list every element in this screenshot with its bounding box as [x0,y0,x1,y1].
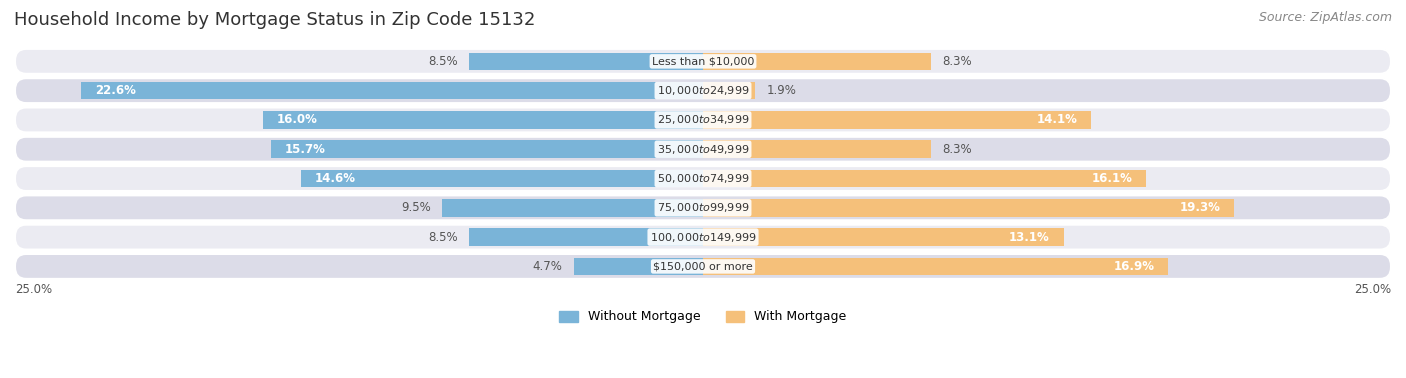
Text: Less than $10,000: Less than $10,000 [652,56,754,67]
Bar [703,111,1091,129]
Bar [703,258,1168,275]
Bar [703,141,931,158]
Bar [703,199,1234,217]
Text: 16.0%: 16.0% [277,113,318,127]
FancyBboxPatch shape [15,107,1391,132]
Text: 8.5%: 8.5% [429,55,458,68]
Text: $75,000 to $99,999: $75,000 to $99,999 [657,201,749,214]
Text: 14.6%: 14.6% [315,172,356,185]
Text: Household Income by Mortgage Status in Zip Code 15132: Household Income by Mortgage Status in Z… [14,11,536,29]
FancyBboxPatch shape [15,195,1391,220]
Text: 16.9%: 16.9% [1114,260,1154,273]
Text: 14.1%: 14.1% [1036,113,1077,127]
Bar [574,258,703,275]
Text: 22.6%: 22.6% [94,84,136,97]
Text: 19.3%: 19.3% [1180,201,1220,214]
Text: 8.5%: 8.5% [429,231,458,244]
Text: 25.0%: 25.0% [15,282,52,296]
FancyBboxPatch shape [15,137,1391,162]
Text: 4.7%: 4.7% [533,260,562,273]
Bar [470,228,703,246]
Bar [263,111,703,129]
Text: Source: ZipAtlas.com: Source: ZipAtlas.com [1258,11,1392,24]
Text: 1.9%: 1.9% [766,84,796,97]
Bar [703,82,755,99]
Text: $100,000 to $149,999: $100,000 to $149,999 [650,231,756,244]
Bar [271,141,703,158]
FancyBboxPatch shape [15,254,1391,279]
Bar [441,199,703,217]
Text: 15.7%: 15.7% [284,143,326,156]
Legend: Without Mortgage, With Mortgage: Without Mortgage, With Mortgage [554,305,852,328]
FancyBboxPatch shape [15,49,1391,74]
Text: 8.3%: 8.3% [942,55,972,68]
Text: 13.1%: 13.1% [1010,231,1050,244]
Bar [703,228,1063,246]
Text: $35,000 to $49,999: $35,000 to $49,999 [657,143,749,156]
Bar [301,170,703,187]
FancyBboxPatch shape [15,78,1391,103]
Bar [470,53,703,70]
Bar [703,170,1146,187]
Text: 16.1%: 16.1% [1091,172,1132,185]
Text: 8.3%: 8.3% [942,143,972,156]
FancyBboxPatch shape [15,225,1391,249]
Bar [82,82,703,99]
Text: 9.5%: 9.5% [401,201,430,214]
Text: $50,000 to $74,999: $50,000 to $74,999 [657,172,749,185]
Text: $10,000 to $24,999: $10,000 to $24,999 [657,84,749,97]
Bar [703,53,931,70]
Text: $150,000 or more: $150,000 or more [654,262,752,271]
FancyBboxPatch shape [15,166,1391,191]
Text: $25,000 to $34,999: $25,000 to $34,999 [657,113,749,127]
Text: 25.0%: 25.0% [1354,282,1391,296]
